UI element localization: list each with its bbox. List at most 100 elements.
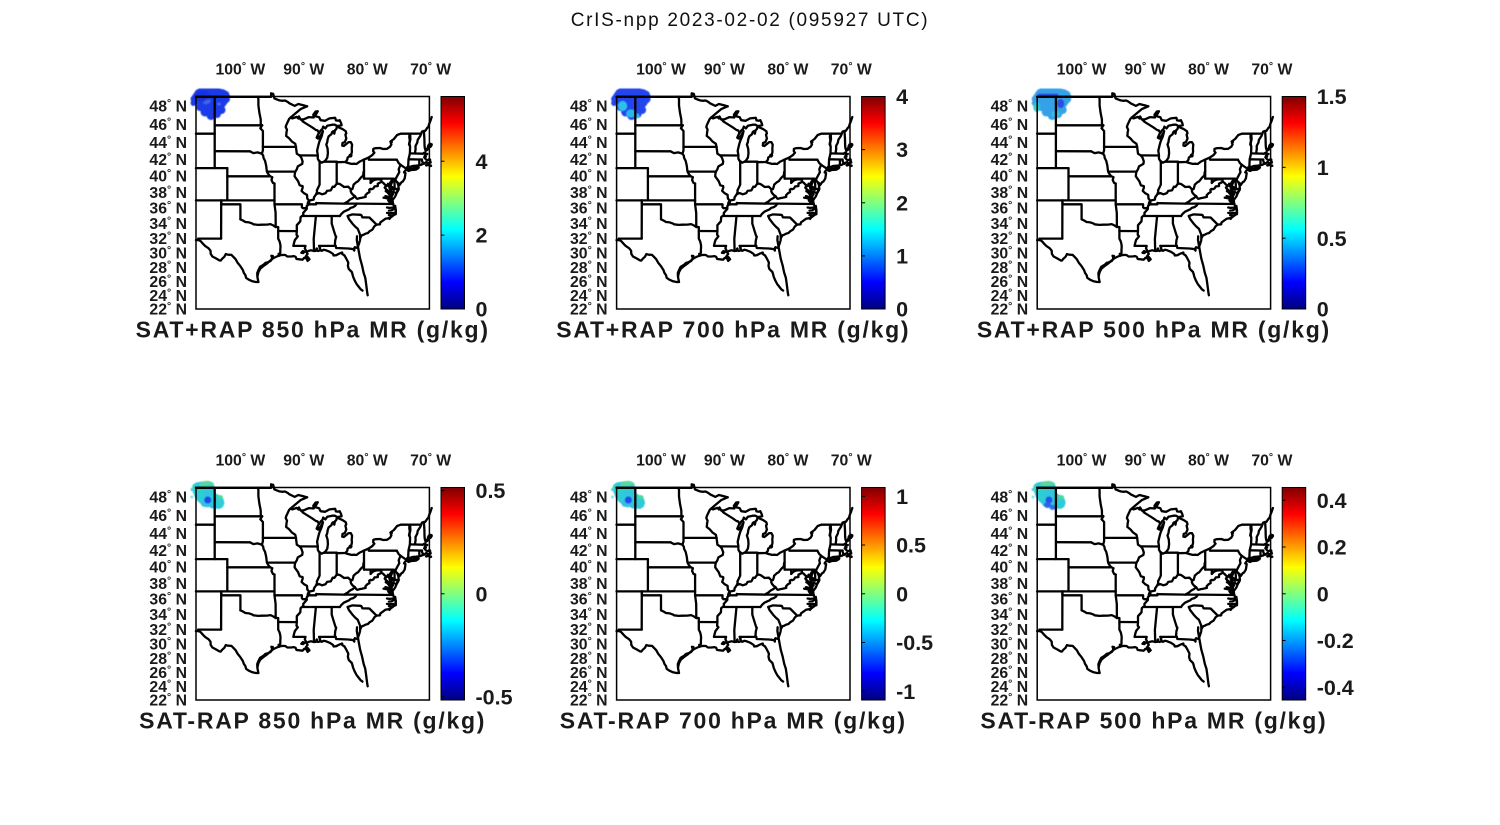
svg-text:0.5: 0.5 bbox=[896, 534, 926, 558]
svg-text:38° N: 38° N bbox=[149, 574, 187, 593]
svg-text:36° N: 36° N bbox=[570, 590, 608, 609]
svg-text:80° W: 80° W bbox=[767, 451, 808, 470]
svg-text:44° N: 44° N bbox=[570, 133, 608, 152]
svg-text:90° W: 90° W bbox=[704, 451, 745, 470]
svg-text:100° W: 100° W bbox=[636, 60, 686, 79]
svg-text:22° N: 22° N bbox=[149, 691, 187, 710]
svg-text:SAT-RAP 500 hPa MR (g/kg): SAT-RAP 500 hPa MR (g/kg) bbox=[980, 707, 1327, 733]
svg-text:70° W: 70° W bbox=[831, 60, 872, 79]
svg-text:42° N: 42° N bbox=[149, 542, 187, 561]
svg-text:-0.5: -0.5 bbox=[896, 631, 933, 655]
svg-text:26° N: 26° N bbox=[570, 664, 608, 683]
svg-text:70° W: 70° W bbox=[1251, 451, 1292, 470]
svg-text:46° N: 46° N bbox=[991, 507, 1029, 526]
svg-text:100° W: 100° W bbox=[1057, 60, 1107, 79]
svg-text:1.5: 1.5 bbox=[1317, 85, 1347, 109]
svg-text:48° N: 48° N bbox=[149, 97, 187, 116]
svg-text:2: 2 bbox=[476, 224, 488, 248]
svg-text:46° N: 46° N bbox=[570, 507, 608, 526]
svg-text:SAT+RAP 850 hPa MR (g/kg): SAT+RAP 850 hPa MR (g/kg) bbox=[136, 316, 490, 342]
svg-text:80° W: 80° W bbox=[347, 60, 388, 79]
svg-text:46° N: 46° N bbox=[149, 116, 187, 135]
svg-text:36° N: 36° N bbox=[991, 590, 1029, 609]
svg-text:24° N: 24° N bbox=[570, 677, 608, 696]
svg-text:46° N: 46° N bbox=[149, 507, 187, 526]
svg-text:100° W: 100° W bbox=[215, 451, 265, 470]
svg-text:70° W: 70° W bbox=[831, 451, 872, 470]
svg-text:36° N: 36° N bbox=[149, 590, 187, 609]
svg-text:90° W: 90° W bbox=[1124, 60, 1165, 79]
svg-text:42° N: 42° N bbox=[570, 542, 608, 561]
svg-text:30° N: 30° N bbox=[570, 244, 608, 263]
svg-text:90° W: 90° W bbox=[704, 60, 745, 79]
svg-text:3: 3 bbox=[896, 138, 908, 162]
svg-text:36° N: 36° N bbox=[149, 199, 187, 218]
svg-text:0: 0 bbox=[896, 298, 908, 322]
svg-text:22° N: 22° N bbox=[570, 300, 608, 319]
svg-text:38° N: 38° N bbox=[149, 183, 187, 202]
svg-text:32° N: 32° N bbox=[570, 229, 608, 248]
svg-text:SAT-RAP 850 hPa MR (g/kg): SAT-RAP 850 hPa MR (g/kg) bbox=[139, 707, 486, 733]
svg-text:42° N: 42° N bbox=[991, 151, 1029, 170]
svg-text:80° W: 80° W bbox=[767, 60, 808, 79]
svg-text:22° N: 22° N bbox=[149, 300, 187, 319]
svg-text:0.5: 0.5 bbox=[476, 479, 506, 503]
svg-text:0: 0 bbox=[476, 582, 488, 606]
svg-text:44° N: 44° N bbox=[149, 524, 187, 543]
svg-text:24° N: 24° N bbox=[991, 677, 1029, 696]
svg-text:32° N: 32° N bbox=[149, 229, 187, 248]
svg-text:48° N: 48° N bbox=[991, 97, 1029, 116]
svg-text:42° N: 42° N bbox=[149, 151, 187, 170]
svg-text:48° N: 48° N bbox=[570, 97, 608, 116]
svg-text:34° N: 34° N bbox=[570, 214, 608, 233]
svg-text:38° N: 38° N bbox=[570, 574, 608, 593]
svg-text:28° N: 28° N bbox=[149, 258, 187, 277]
svg-text:44° N: 44° N bbox=[149, 133, 187, 152]
svg-text:26° N: 26° N bbox=[991, 664, 1029, 683]
svg-text:90° W: 90° W bbox=[1124, 451, 1165, 470]
svg-text:2: 2 bbox=[896, 191, 908, 215]
svg-text:0.2: 0.2 bbox=[1317, 536, 1347, 560]
svg-text:24° N: 24° N bbox=[570, 286, 608, 305]
svg-text:0: 0 bbox=[476, 298, 488, 322]
svg-text:80° W: 80° W bbox=[347, 451, 388, 470]
svg-text:80° W: 80° W bbox=[1188, 451, 1229, 470]
svg-text:0.5: 0.5 bbox=[1317, 227, 1347, 251]
svg-text:46° N: 46° N bbox=[570, 116, 608, 135]
svg-text:100° W: 100° W bbox=[636, 451, 686, 470]
svg-text:22° N: 22° N bbox=[991, 300, 1029, 319]
svg-text:24° N: 24° N bbox=[149, 677, 187, 696]
svg-text:32° N: 32° N bbox=[991, 620, 1029, 639]
svg-text:90° W: 90° W bbox=[283, 60, 324, 79]
svg-text:1: 1 bbox=[896, 245, 908, 269]
svg-text:32° N: 32° N bbox=[991, 229, 1029, 248]
svg-text:26° N: 26° N bbox=[991, 273, 1029, 292]
svg-text:40° N: 40° N bbox=[991, 558, 1029, 577]
svg-text:0: 0 bbox=[896, 582, 908, 606]
svg-text:CrIS-npp 2023-02-02 (095927 UT: CrIS-npp 2023-02-02 (095927 UTC) bbox=[571, 10, 930, 31]
svg-text:28° N: 28° N bbox=[991, 258, 1029, 277]
svg-text:70° W: 70° W bbox=[410, 60, 451, 79]
svg-text:26° N: 26° N bbox=[570, 273, 608, 292]
svg-text:38° N: 38° N bbox=[991, 183, 1029, 202]
svg-text:46° N: 46° N bbox=[991, 116, 1029, 135]
svg-text:4: 4 bbox=[476, 150, 488, 174]
svg-text:4: 4 bbox=[896, 85, 908, 109]
svg-text:1: 1 bbox=[1317, 156, 1329, 180]
svg-text:40° N: 40° N bbox=[570, 167, 608, 186]
svg-text:-0.4: -0.4 bbox=[1317, 676, 1354, 700]
svg-text:SAT-RAP 700 hPa MR (g/kg): SAT-RAP 700 hPa MR (g/kg) bbox=[560, 707, 907, 733]
svg-text:34° N: 34° N bbox=[991, 605, 1029, 624]
svg-text:32° N: 32° N bbox=[570, 620, 608, 639]
svg-text:26° N: 26° N bbox=[149, 273, 187, 292]
svg-text:42° N: 42° N bbox=[991, 542, 1029, 561]
svg-text:34° N: 34° N bbox=[570, 605, 608, 624]
svg-text:48° N: 48° N bbox=[570, 488, 608, 507]
svg-text:100° W: 100° W bbox=[1057, 451, 1107, 470]
svg-text:34° N: 34° N bbox=[149, 605, 187, 624]
svg-text:SAT+RAP 700 hPa MR (g/kg): SAT+RAP 700 hPa MR (g/kg) bbox=[556, 316, 910, 342]
svg-text:70° W: 70° W bbox=[1251, 60, 1292, 79]
svg-text:28° N: 28° N bbox=[149, 649, 187, 668]
svg-text:26° N: 26° N bbox=[149, 664, 187, 683]
svg-text:SAT+RAP 500 hPa MR (g/kg): SAT+RAP 500 hPa MR (g/kg) bbox=[977, 316, 1331, 342]
